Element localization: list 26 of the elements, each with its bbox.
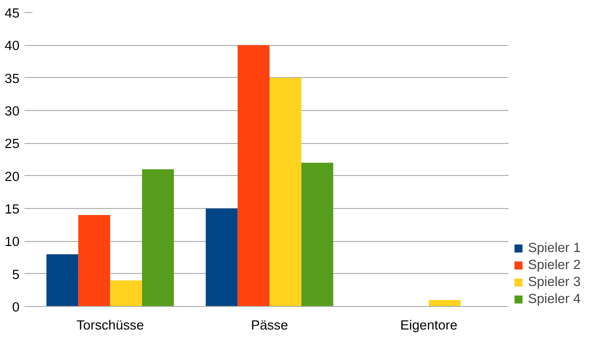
y-tick-label: 25 [4,136,20,152]
bar [46,254,78,306]
legend-label: Spieler 1 [528,240,581,255]
y-tick-label: 45 [4,6,20,20]
legend-label: Spieler 4 [528,291,581,306]
y-tick-label: 35 [4,70,20,86]
y-tick-label: 10 [4,234,20,250]
bar [301,162,334,306]
bar [428,300,461,306]
y-tick-label: 40 [4,38,20,54]
x-tick-label: Pässe [250,318,288,332]
bar [206,208,238,306]
y-tick-label: 20 [4,168,20,184]
y-tick-label: 0 [12,300,20,314]
y-tick-label: 5 [12,266,20,282]
y-tick-label: 15 [4,202,20,216]
y-tick-label: 30 [4,104,20,118]
bar [238,45,270,306]
legend-label: Spieler 2 [528,257,581,272]
bar [78,215,110,306]
x-tick-label: Torschüsse [76,318,144,332]
bar [270,78,302,306]
bar [110,280,142,306]
legend-label: Spieler 3 [528,274,581,289]
bar [142,169,174,306]
x-tick-label: Eigentore [400,318,458,332]
